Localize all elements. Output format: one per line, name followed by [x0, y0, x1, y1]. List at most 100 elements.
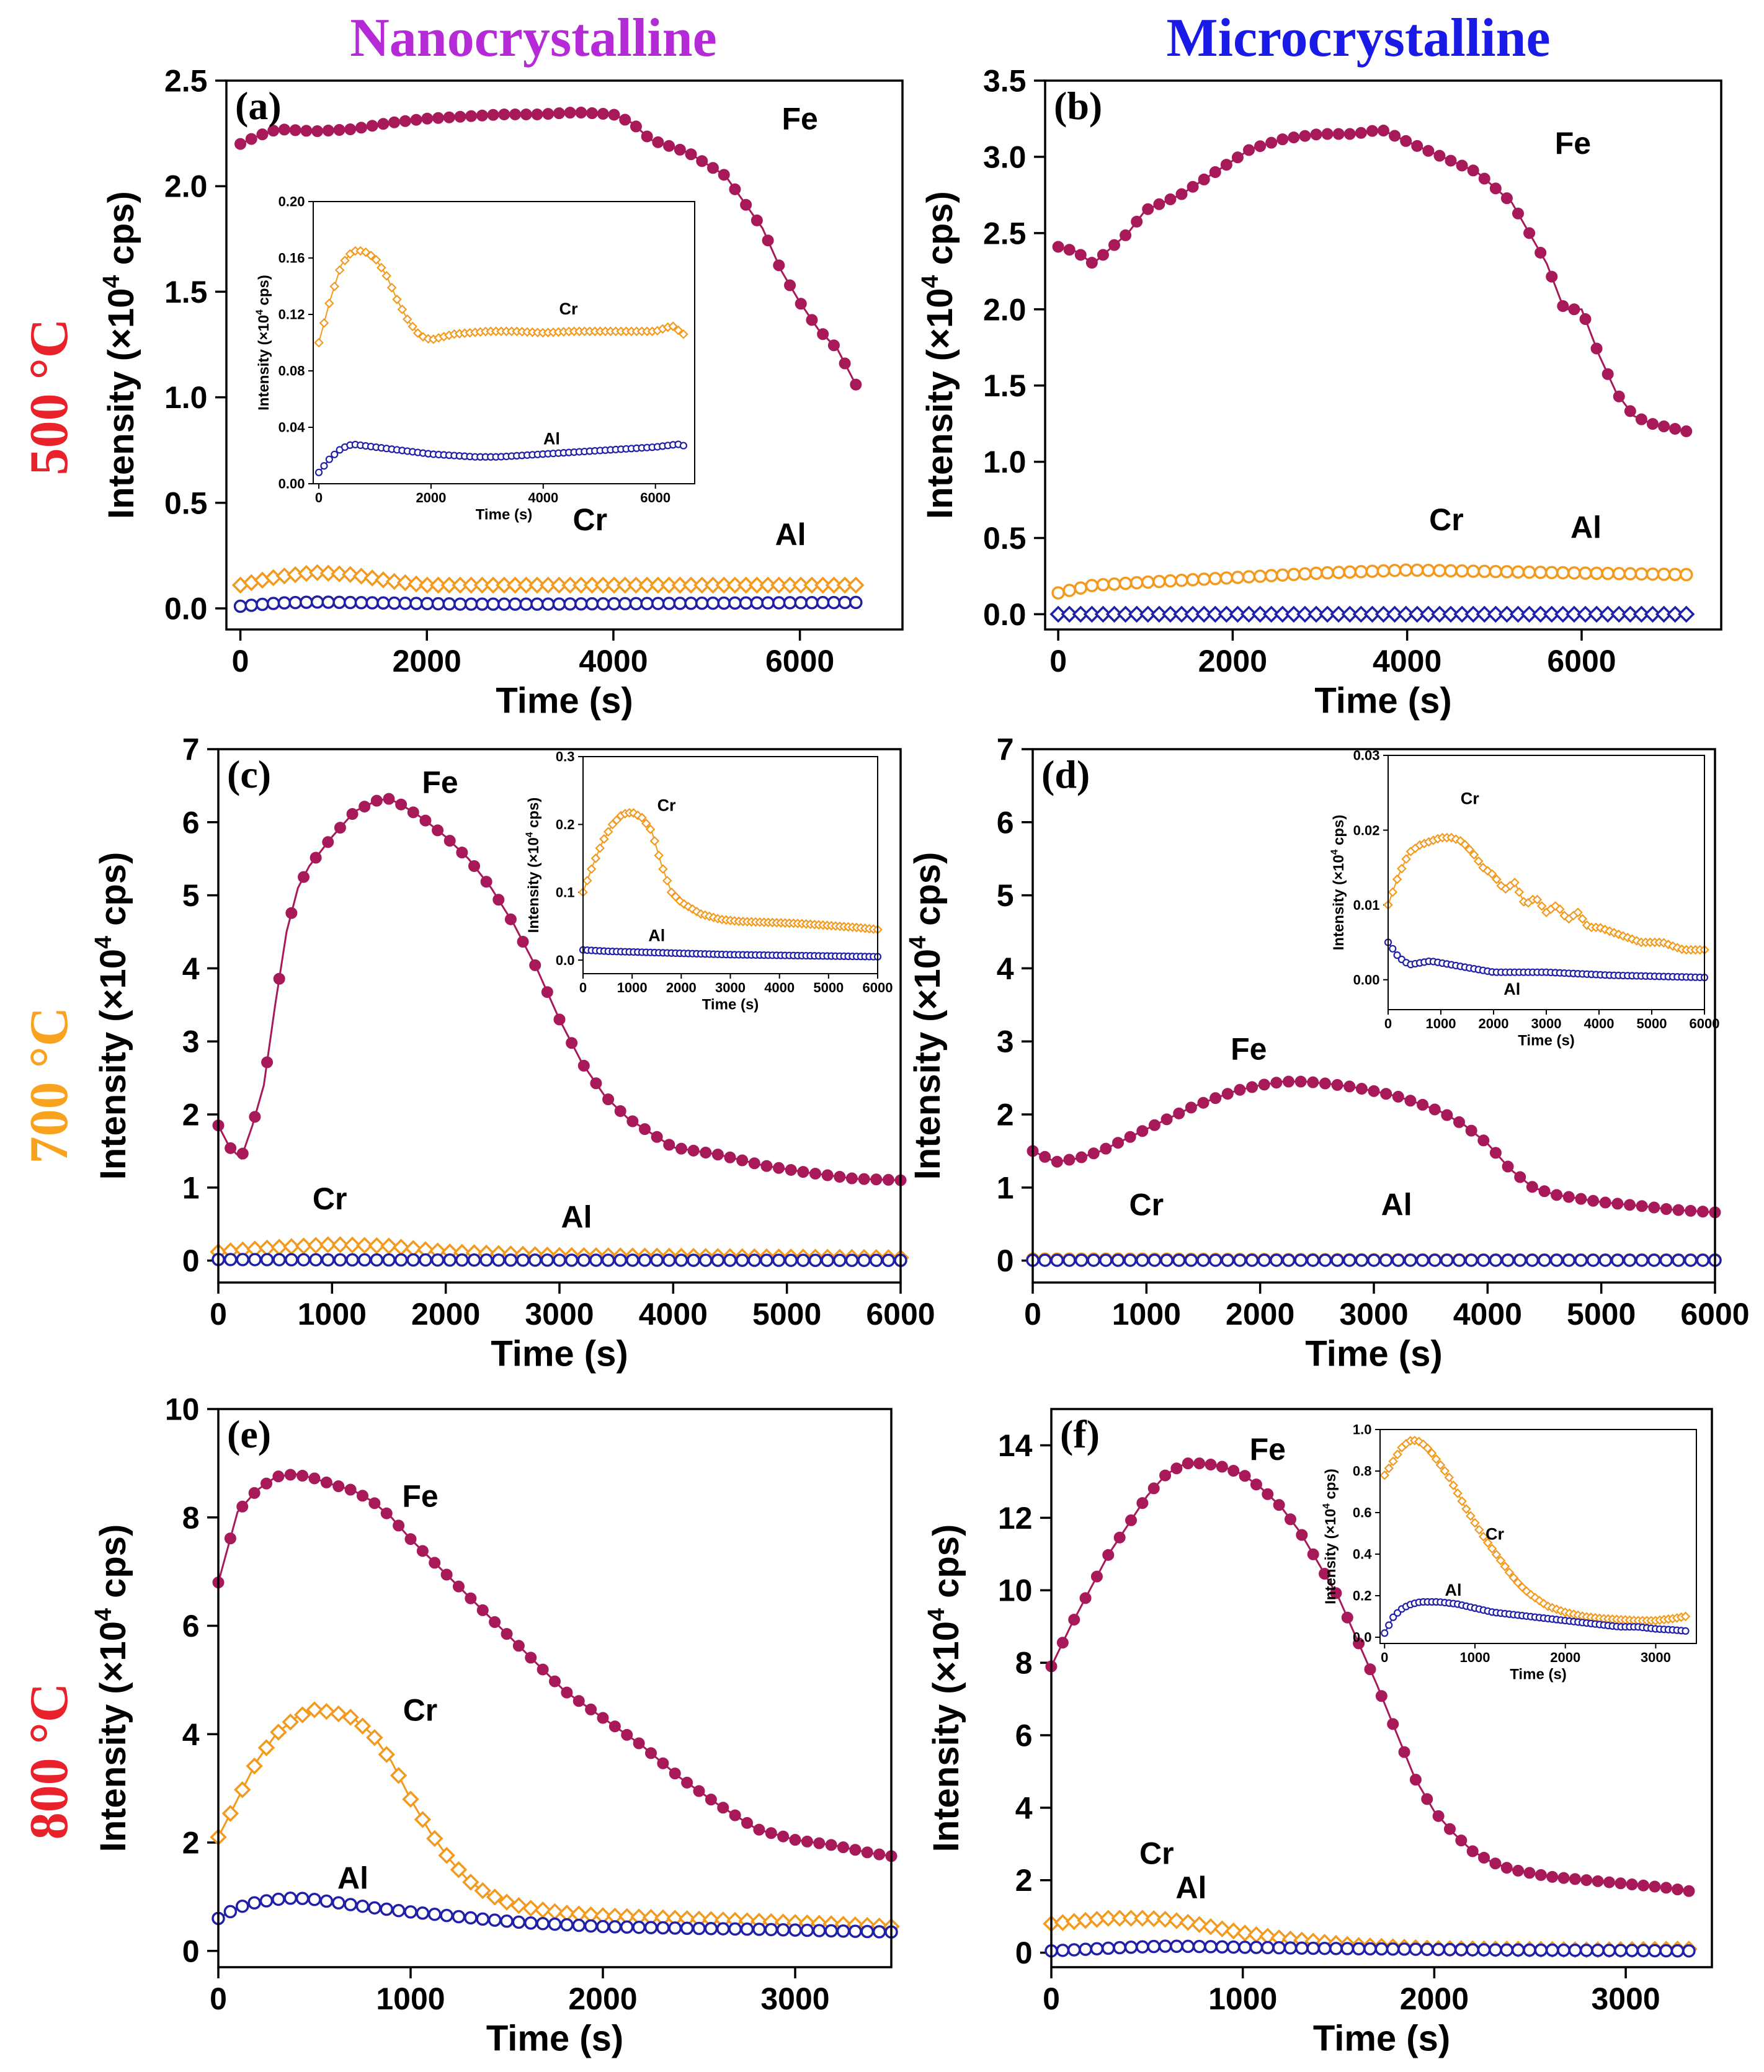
data-point: [607, 597, 621, 611]
data-point: [765, 1827, 777, 1839]
series-markers-fe: [212, 793, 907, 1186]
data-point: [320, 1476, 332, 1488]
data-point: [428, 1907, 442, 1921]
x-tick-label: 2000: [1479, 1016, 1509, 1031]
data-point: [1598, 1253, 1612, 1267]
data-point: [399, 115, 411, 127]
data-point: [522, 1900, 540, 1917]
data-point: [869, 1253, 883, 1268]
data-point: [344, 123, 357, 135]
data-point: [870, 1173, 883, 1186]
data-point: [858, 1173, 870, 1185]
data-point: [739, 596, 753, 610]
y-tick-label: 6: [997, 805, 1014, 840]
data-point: [329, 282, 340, 291]
x-axis-label: Time (s): [1518, 1033, 1575, 1049]
data-point: [504, 1253, 518, 1267]
data-point: [1330, 605, 1347, 623]
data-point: [1533, 566, 1548, 579]
y-tick-label: 0.08: [278, 363, 305, 379]
data-point: [298, 871, 310, 883]
data-point: [1198, 173, 1210, 185]
data-point: [1473, 856, 1484, 866]
data-point: [597, 1712, 609, 1724]
data-point: [564, 1253, 579, 1267]
data-point: [1185, 1101, 1197, 1114]
data-point: [476, 109, 488, 122]
data-point: [728, 596, 742, 610]
data-point: [1281, 1253, 1296, 1267]
data-point: [845, 1172, 858, 1185]
y-tick-label: 3: [182, 1025, 200, 1059]
data-point: [1355, 127, 1367, 139]
data-point: [1243, 144, 1255, 156]
data-point: [295, 1892, 310, 1905]
data-point: [408, 575, 425, 593]
data-point: [1482, 1537, 1493, 1548]
data-point: [1341, 605, 1358, 623]
data-point: [1546, 270, 1558, 283]
data-point: [1209, 166, 1221, 178]
x-tick-label: 1000: [1460, 1650, 1490, 1665]
y-tick-label: 0.0: [164, 591, 208, 626]
data-point: [1353, 1637, 1365, 1650]
data-point: [1422, 563, 1435, 577]
data-point: [1118, 576, 1133, 590]
data-point: [390, 1767, 408, 1784]
data-point: [837, 1841, 849, 1854]
y-tick-label: 2.5: [983, 216, 1027, 251]
data-point: [674, 1253, 688, 1267]
data-point: [1557, 300, 1569, 312]
data-point: [741, 1816, 753, 1829]
data-point: [376, 596, 390, 610]
data-point: [1102, 1549, 1115, 1561]
data-point: [1175, 188, 1188, 200]
plot-frame: [1031, 748, 1716, 1284]
data-point: [1294, 1253, 1307, 1267]
y-tick-label: 0.4: [1353, 1547, 1372, 1562]
x-tick-label: 3000: [1591, 1981, 1660, 2016]
y-tick-label: 0.1: [556, 884, 575, 900]
data-point: [1567, 566, 1581, 580]
data-point: [1329, 1942, 1343, 1955]
x-axis-label: Time (s): [486, 2019, 623, 2059]
data-point: [693, 576, 711, 594]
data-point: [359, 801, 371, 813]
x-tick-label: 2000: [416, 490, 446, 505]
data-point: [1478, 172, 1490, 185]
x-tick-label: 4000: [1584, 1016, 1615, 1031]
data-point: [1061, 605, 1078, 623]
data-point: [1229, 605, 1247, 623]
data-point: [432, 112, 444, 124]
data-point: [1294, 1075, 1307, 1088]
data-point: [1284, 1513, 1296, 1526]
data-point: [391, 1903, 406, 1918]
data-point: [319, 1236, 337, 1253]
data-point: [380, 1237, 398, 1255]
data-point: [314, 337, 324, 348]
data-point: [695, 596, 709, 610]
data-point: [296, 1469, 309, 1482]
data-point: [1586, 1253, 1600, 1267]
data-point: [1306, 1253, 1320, 1267]
y-tick-label: 0.0: [1353, 1630, 1372, 1645]
data-point: [1613, 390, 1625, 402]
data-point: [1251, 605, 1269, 623]
data-point: [1538, 1253, 1551, 1267]
data-point: [1389, 1613, 1397, 1621]
data-point: [603, 827, 613, 837]
data-point: [1680, 425, 1693, 437]
data-point: [414, 1811, 432, 1828]
inset-plot: 0 1000 2000 3000 4000 5000 6000 0.0 0.1 0.2 0.3 Cr A…: [524, 749, 893, 1013]
data-point: [1588, 605, 1605, 623]
data-point: [1523, 1943, 1536, 1957]
data-point: [1258, 1078, 1270, 1091]
data-point: [726, 576, 744, 594]
data-point: [1504, 1567, 1515, 1578]
data-point: [531, 108, 543, 120]
data-point: [306, 1701, 323, 1719]
data-point: [1525, 1253, 1539, 1267]
data-point: [1295, 1941, 1309, 1955]
data-point: [408, 321, 418, 332]
data-point: [586, 107, 599, 120]
